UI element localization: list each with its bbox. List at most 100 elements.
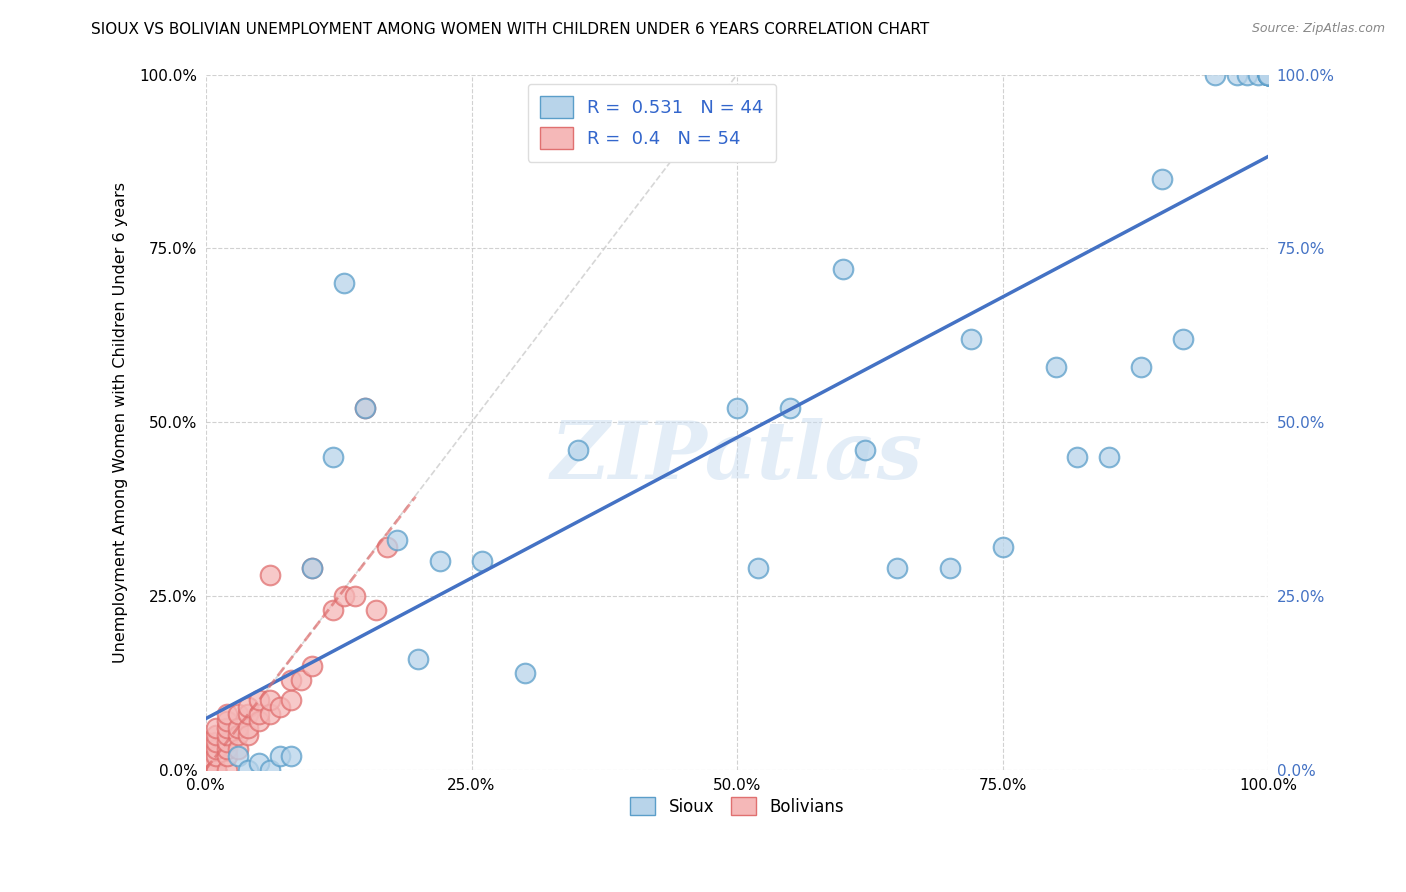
Point — [194, 749, 217, 764]
Point — [938, 561, 960, 575]
Point — [194, 763, 217, 777]
Point — [1257, 68, 1279, 82]
Point — [194, 735, 217, 749]
Point — [217, 749, 239, 764]
Point — [217, 735, 239, 749]
Point — [217, 763, 239, 777]
Point — [217, 721, 239, 735]
Text: ZIPatlas: ZIPatlas — [551, 418, 924, 496]
Point — [247, 714, 270, 729]
Point — [226, 749, 249, 764]
Point — [205, 735, 228, 749]
Point — [194, 763, 217, 777]
Point — [725, 401, 748, 416]
Point — [194, 763, 217, 777]
Point — [1098, 450, 1121, 464]
Point — [217, 714, 239, 729]
Point — [238, 728, 260, 742]
Point — [226, 707, 249, 722]
Point — [205, 749, 228, 764]
Point — [194, 763, 217, 777]
Point — [217, 728, 239, 742]
Point — [991, 541, 1014, 555]
Point — [238, 707, 260, 722]
Point — [1236, 68, 1258, 82]
Point — [1257, 68, 1279, 82]
Point — [832, 262, 855, 277]
Point — [1257, 68, 1279, 82]
Point — [1066, 450, 1088, 464]
Point — [247, 693, 270, 707]
Point — [301, 658, 323, 673]
Point — [226, 721, 249, 735]
Point — [471, 554, 494, 568]
Point — [333, 589, 356, 603]
Point — [269, 700, 291, 714]
Point — [853, 443, 876, 458]
Point — [194, 763, 217, 777]
Point — [364, 603, 387, 617]
Point — [226, 728, 249, 742]
Point — [205, 742, 228, 756]
Point — [1257, 68, 1279, 82]
Point — [194, 763, 217, 777]
Point — [1257, 68, 1279, 82]
Point — [217, 742, 239, 756]
Point — [301, 561, 323, 575]
Point — [269, 749, 291, 764]
Point — [1257, 68, 1279, 82]
Point — [343, 589, 366, 603]
Text: SIOUX VS BOLIVIAN UNEMPLOYMENT AMONG WOMEN WITH CHILDREN UNDER 6 YEARS CORRELATI: SIOUX VS BOLIVIAN UNEMPLOYMENT AMONG WOM… — [91, 22, 929, 37]
Point — [205, 721, 228, 735]
Point — [1152, 171, 1174, 186]
Point — [1257, 68, 1279, 82]
Point — [1225, 68, 1247, 82]
Point — [280, 749, 302, 764]
Point — [408, 651, 430, 665]
Point — [205, 763, 228, 777]
Point — [194, 763, 217, 777]
Point — [1045, 359, 1067, 374]
Point — [194, 763, 217, 777]
Point — [205, 728, 228, 742]
Point — [259, 693, 281, 707]
Point — [513, 665, 536, 680]
Point — [322, 450, 344, 464]
Point — [779, 401, 801, 416]
Point — [1173, 332, 1195, 346]
Point — [259, 707, 281, 722]
Point — [226, 742, 249, 756]
Legend: Sioux, Bolivians: Sioux, Bolivians — [621, 789, 852, 824]
Point — [280, 693, 302, 707]
Point — [886, 561, 908, 575]
Point — [238, 763, 260, 777]
Point — [259, 568, 281, 582]
Point — [1129, 359, 1152, 374]
Point — [259, 763, 281, 777]
Point — [354, 401, 377, 416]
Point — [322, 603, 344, 617]
Point — [1257, 68, 1279, 82]
Point — [429, 554, 451, 568]
Point — [1247, 68, 1270, 82]
Point — [280, 673, 302, 687]
Point — [205, 763, 228, 777]
Point — [567, 443, 589, 458]
Point — [247, 756, 270, 770]
Point — [194, 763, 217, 777]
Point — [194, 763, 217, 777]
Point — [1204, 68, 1226, 82]
Text: Source: ZipAtlas.com: Source: ZipAtlas.com — [1251, 22, 1385, 36]
Point — [238, 700, 260, 714]
Point — [747, 561, 769, 575]
Point — [375, 541, 398, 555]
Point — [217, 707, 239, 722]
Point — [301, 561, 323, 575]
Point — [238, 721, 260, 735]
Point — [333, 276, 356, 290]
Point — [290, 673, 312, 687]
Point — [247, 707, 270, 722]
Point — [385, 533, 408, 548]
Point — [205, 763, 228, 777]
Point — [1257, 68, 1279, 82]
